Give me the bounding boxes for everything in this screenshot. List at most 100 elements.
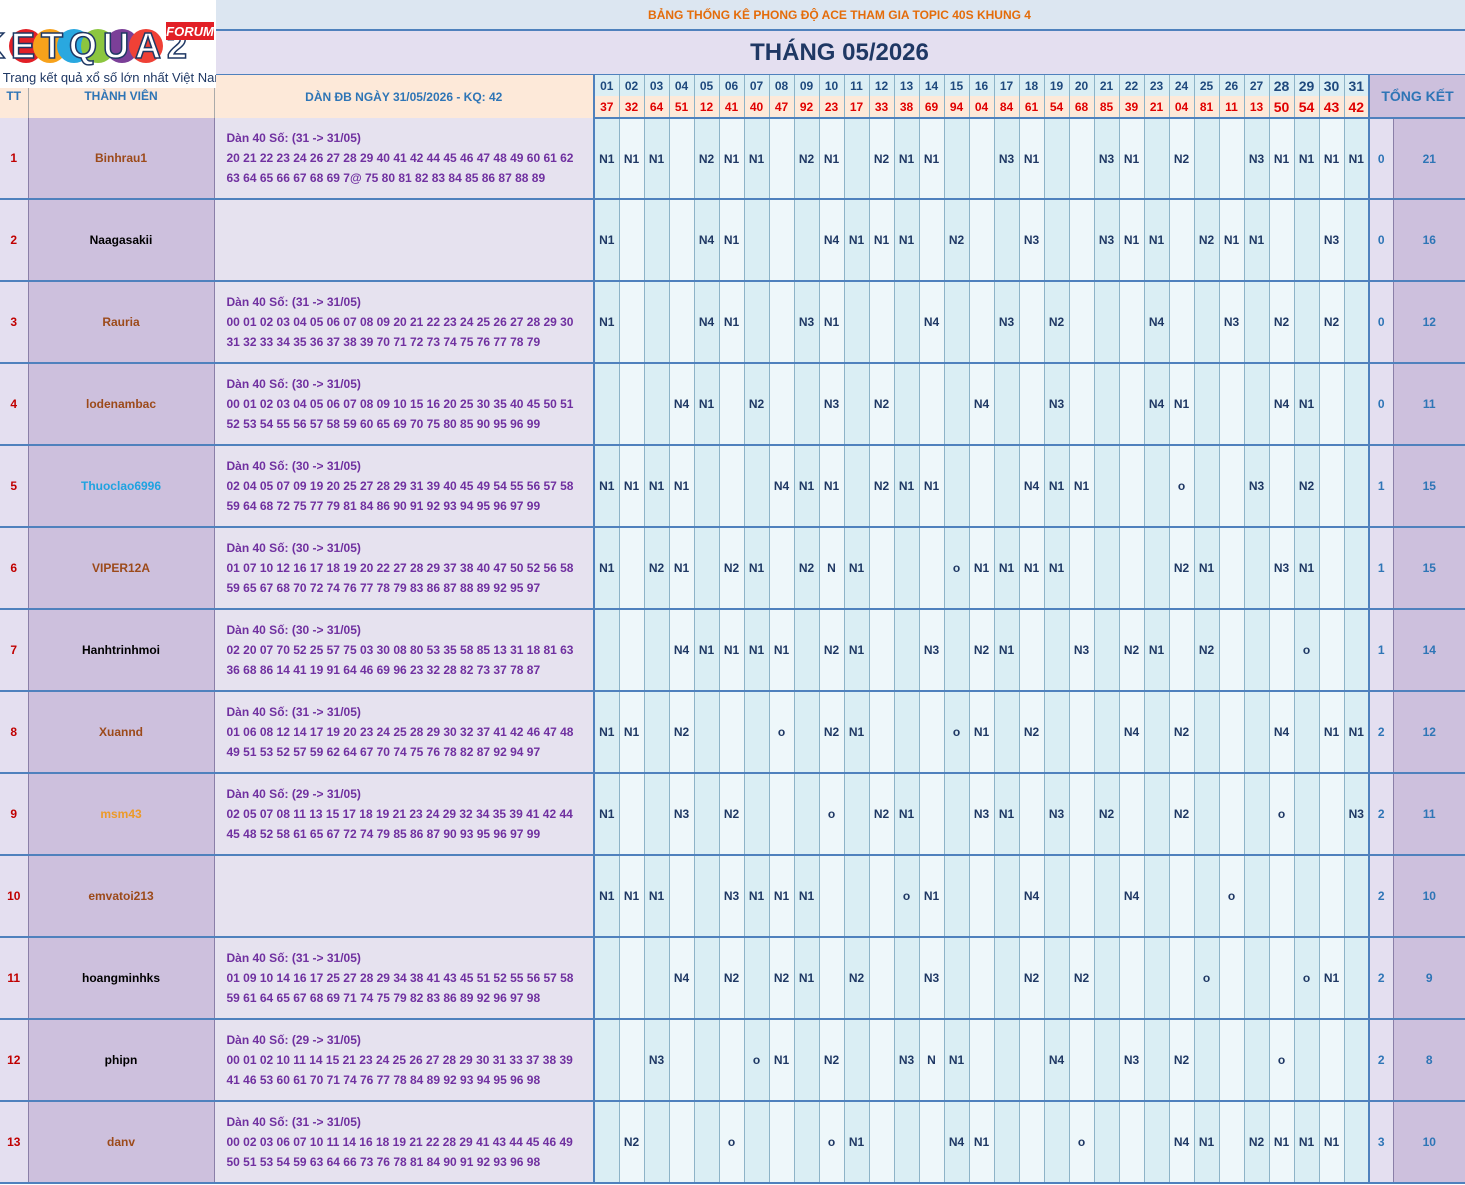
day-cell: N2 [1168, 118, 1194, 200]
day-cell [968, 937, 994, 1020]
member-row: 12 phipn Dàn 40 Số: (29 -> 31/05) 00 01 02 … [0, 1019, 1465, 1102]
list-line: 52 53 54 55 56 57 58 59 60 65 69 70 75 8… [226, 417, 541, 431]
row-total: 16 [1392, 199, 1465, 282]
day-result: 39 [1118, 96, 1144, 119]
day-cell [743, 773, 769, 856]
day-cell [668, 855, 694, 938]
day-cell [1343, 855, 1369, 938]
day-cell: N1 [643, 445, 669, 528]
list-line: 41 46 53 60 61 70 71 74 76 77 78 84 89 9… [226, 1073, 541, 1087]
day-cell [1118, 281, 1144, 364]
day-cell [1143, 691, 1169, 774]
list-line: 20 21 22 23 24 26 27 28 29 40 41 42 44 4… [226, 151, 574, 165]
row-total: 15 [1392, 445, 1465, 528]
day-cell: N2 [818, 609, 844, 692]
day-cell [943, 937, 969, 1020]
day-cell [1218, 445, 1244, 528]
day-cell: N4 [693, 281, 719, 364]
day-cell: N3 [668, 773, 694, 856]
day-cell: N2 [1318, 281, 1344, 364]
day-result: 42 [1343, 96, 1369, 119]
day-cell: N1 [1018, 527, 1044, 610]
day-cell: N2 [1018, 691, 1044, 774]
day-cell [743, 1101, 769, 1184]
day-cell: o [1193, 937, 1219, 1020]
member-row: 11 hoangminhks Dàn 40 Số: (31 -> 31/05) 01 … [0, 937, 1465, 1020]
row-number: 12 [0, 1019, 28, 1102]
day-header: 23 [1143, 74, 1169, 96]
day-cell: N1 [718, 609, 744, 692]
day-cell: N1 [1318, 937, 1344, 1020]
member-name: Thuoclao6996 [27, 445, 214, 528]
day-cell: N1 [793, 445, 819, 528]
day-cell: N1 [743, 527, 769, 610]
day-result: 40 [743, 96, 769, 119]
day-cell [968, 118, 994, 200]
day-cell: N2 [693, 118, 719, 200]
day-result: 64 [643, 96, 669, 119]
day-cell [1293, 1019, 1319, 1102]
day-cell [1243, 691, 1269, 774]
day-cell: N4 [1143, 363, 1169, 446]
day-cell: N3 [968, 773, 994, 856]
day-cell: N3 [1068, 609, 1094, 692]
list-line: 00 01 02 10 11 14 15 21 23 24 25 26 27 2… [226, 1053, 573, 1067]
day-cell: N3 [918, 609, 944, 692]
day-header: 25 [1193, 74, 1219, 96]
day-cell: N2 [1018, 937, 1044, 1020]
list-line: Dàn 40 Số: (29 -> 31/05) [226, 1033, 361, 1047]
day-cell: N4 [1018, 445, 1044, 528]
row-total: 15 [1392, 527, 1465, 610]
day-cell: N2 [968, 609, 994, 692]
day-cell [1143, 1019, 1169, 1102]
day-cell [918, 527, 944, 610]
day-cell: N1 [993, 527, 1019, 610]
day-cell [1318, 445, 1344, 528]
row-number: 2 [0, 199, 28, 282]
day-cell [693, 691, 719, 774]
day-cell [1043, 937, 1069, 1020]
day-cell [968, 1019, 994, 1102]
day-cell [993, 1019, 1019, 1102]
day-cell [1193, 855, 1219, 938]
day-cell [1068, 118, 1094, 200]
day-cell: N2 [1193, 609, 1219, 692]
day-cell [1243, 937, 1269, 1020]
number-list [213, 199, 595, 282]
day-cell [968, 445, 994, 528]
day-cell: o [1068, 1101, 1094, 1184]
day-cell [868, 937, 894, 1020]
day-cell [1343, 1019, 1369, 1102]
day-cell: N1 [1293, 363, 1319, 446]
day-cell: N3 [1243, 445, 1269, 528]
day-cell [1243, 363, 1269, 446]
day-cell: N1 [918, 855, 944, 938]
day-cell: N4 [1143, 281, 1169, 364]
day-header: 20 [1068, 74, 1094, 96]
day-header: 09 [793, 74, 819, 96]
day-cell [693, 1101, 719, 1184]
day-cell [868, 527, 894, 610]
day-cell: N4 [968, 363, 994, 446]
logo-ball [81, 29, 115, 63]
day-cell [1118, 937, 1144, 1020]
member-row: 5 Thuoclao6996 Dàn 40 Số: (30 -> 31/05) 02 … [0, 445, 1465, 528]
day-cell [918, 773, 944, 856]
day-cell: N1 [793, 937, 819, 1020]
logo-ball [105, 29, 139, 63]
day-cell: N3 [993, 118, 1019, 200]
day-cell: N2 [1193, 199, 1219, 282]
day-cell [818, 937, 844, 1020]
member-name: Rauria [27, 281, 214, 364]
row-summary: 1 [1368, 609, 1393, 692]
day-result: 04 [968, 96, 994, 119]
day-cell: o [1268, 1019, 1294, 1102]
day-cell [868, 609, 894, 692]
day-cell [1068, 281, 1094, 364]
day-header: 03 [643, 74, 669, 96]
day-cell: N4 [1043, 1019, 1069, 1102]
day-result: 51 [668, 96, 694, 119]
day-cell [1018, 609, 1044, 692]
day-cell: N1 [1268, 118, 1294, 200]
day-cell: N2 [718, 937, 744, 1020]
